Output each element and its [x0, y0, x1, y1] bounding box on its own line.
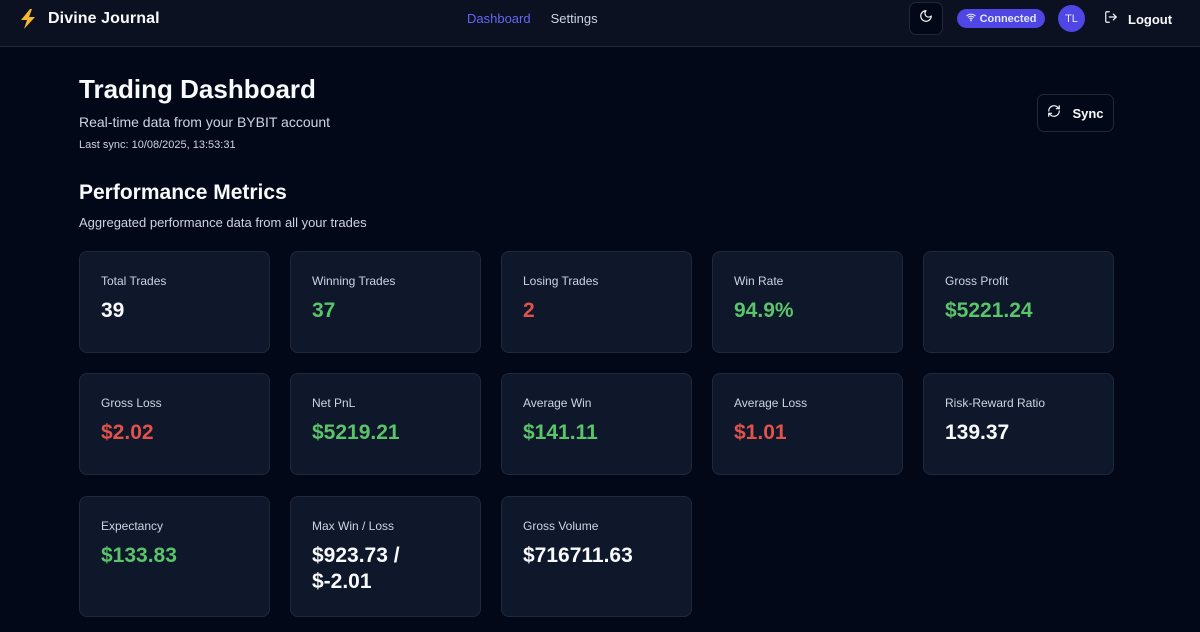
- connection-status-badge: Connected: [957, 9, 1045, 28]
- logout-icon: [1104, 10, 1118, 29]
- metric-value: $5221.24: [945, 299, 1033, 322]
- metric-label: Gross Volume: [523, 519, 599, 533]
- moon-icon: [919, 9, 933, 28]
- sync-button[interactable]: Sync: [1037, 94, 1114, 132]
- page-subtitle: Real-time data from your BYBIT account: [79, 114, 331, 130]
- metric-card-winning-trades: Winning Trades 37: [290, 251, 481, 353]
- metric-label: Average Win: [523, 396, 592, 410]
- last-sync-timestamp: Last sync: 10/08/2025, 13:53:31: [79, 139, 236, 151]
- brand[interactable]: Divine Journal: [19, 8, 160, 30]
- logout-label: Logout: [1128, 12, 1173, 27]
- connection-status-label: Connected: [979, 12, 1037, 25]
- metric-label: Win Rate: [734, 274, 784, 288]
- metric-value: $2.02: [101, 421, 154, 444]
- metric-value: $716711.63: [523, 544, 633, 567]
- metric-value: 139.37: [945, 421, 1010, 444]
- section-title: Performance Metrics: [79, 181, 287, 204]
- metric-card-gross-loss: Gross Loss $2.02: [79, 373, 270, 475]
- metric-label: Gross Profit: [945, 274, 1009, 288]
- metric-label: Expectancy: [101, 519, 164, 533]
- metric-card-win-rate: Win Rate 94.9%: [712, 251, 903, 353]
- metric-card-max-win-loss: Max Win / Loss $923.73 / $-2.01: [290, 496, 481, 617]
- metric-label: Gross Loss: [101, 396, 162, 410]
- metric-value: $5219.21: [312, 421, 400, 444]
- metric-card-expectancy: Expectancy $133.83: [79, 496, 270, 617]
- theme-toggle-button[interactable]: [909, 2, 943, 35]
- metric-label: Losing Trades: [523, 274, 599, 288]
- brand-title: Divine Journal: [48, 10, 160, 27]
- lightning-bolt-icon: [19, 8, 37, 30]
- metric-label: Risk-Reward Ratio: [945, 396, 1046, 410]
- section-subtitle: Aggregated performance data from all you…: [79, 215, 367, 230]
- metric-value: 2: [523, 299, 535, 322]
- metric-value: $923.73 / $-2.01: [312, 544, 400, 593]
- metric-label: Average Loss: [734, 396, 808, 410]
- metric-card-losing-trades: Losing Trades 2: [501, 251, 692, 353]
- top-navbar: Divine Journal Dashboard Settings Connec…: [0, 0, 1200, 47]
- metric-card-total-trades: Total Trades 39: [79, 251, 270, 353]
- metric-label: Winning Trades: [312, 274, 396, 288]
- page-title: Trading Dashboard: [79, 74, 316, 104]
- metric-value: 39: [101, 299, 125, 322]
- metric-label: Total Trades: [101, 274, 167, 288]
- sync-label: Sync: [1072, 105, 1104, 121]
- metric-label: Net PnL: [312, 396, 356, 410]
- metric-value: $133.83: [101, 544, 177, 567]
- metric-card-gross-profit: Gross Profit $5221.24: [923, 251, 1114, 353]
- main-nav: Dashboard Settings: [467, 11, 618, 26]
- metric-value: 37: [312, 299, 336, 322]
- user-avatar[interactable]: TL: [1058, 5, 1085, 32]
- wifi-icon: [965, 12, 980, 25]
- metric-value: 94.9%: [734, 299, 794, 322]
- metric-card-average-loss: Average Loss $1.01: [712, 373, 903, 475]
- nav-link-dashboard[interactable]: Dashboard: [467, 11, 531, 26]
- metric-value: $141.11: [523, 421, 598, 444]
- logout-button[interactable]: Logout: [1104, 10, 1172, 29]
- metric-card-gross-volume: Gross Volume $716711.63: [501, 496, 692, 617]
- metric-card-risk-reward-ratio: Risk-Reward Ratio 139.37: [923, 373, 1114, 475]
- metric-card-average-win: Average Win $141.11: [501, 373, 692, 475]
- metric-value: $1.01: [734, 421, 787, 444]
- metric-label: Max Win / Loss: [312, 519, 395, 533]
- refresh-icon: [1047, 104, 1061, 123]
- nav-link-settings[interactable]: Settings: [550, 11, 598, 26]
- metric-card-net-pnl: Net PnL $5219.21: [290, 373, 481, 475]
